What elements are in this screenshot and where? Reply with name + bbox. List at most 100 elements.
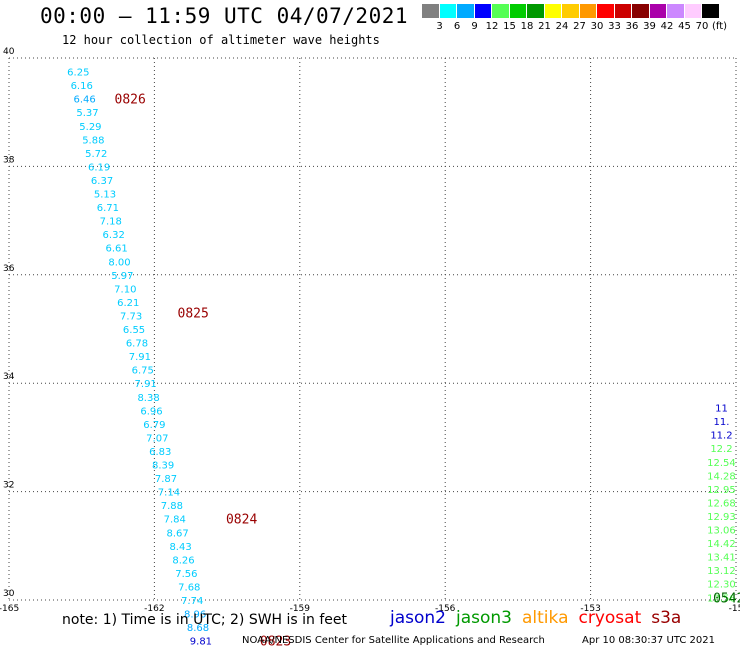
color-scale-label: 21 — [538, 21, 551, 32]
color-swatch — [614, 4, 632, 18]
pass-time-label: 0825 — [178, 307, 209, 322]
data-point-label: 12.2 — [710, 444, 732, 455]
color-scale-swatches — [422, 4, 720, 20]
data-point-label: 9.81 — [190, 637, 212, 648]
color-scale-label: 9 — [471, 21, 478, 32]
x-tick-label: -15 — [729, 604, 740, 614]
data-point-label: 8.43 — [169, 542, 191, 553]
color-swatch — [474, 4, 492, 18]
y-tick-label: 38 — [3, 155, 15, 165]
y-tick-label: 30 — [3, 589, 15, 599]
color-scale-label: 15 — [503, 21, 516, 32]
data-point-label: 12.30 — [707, 580, 736, 591]
data-point-label: 6.55 — [123, 325, 145, 336]
legend-item-altika: altika — [522, 608, 569, 628]
color-swatch — [544, 4, 562, 18]
y-tick-label: 32 — [3, 481, 14, 491]
data-point-label: 8.39 — [152, 461, 174, 472]
data-point-label: 12.95 — [707, 485, 736, 496]
data-point-label: 6.21 — [117, 298, 139, 309]
data-point-label: 5.88 — [82, 135, 104, 146]
pass-time-label: 0824 — [226, 513, 257, 528]
color-scale-label: 39 — [643, 21, 656, 32]
data-point-label: 14.42 — [707, 539, 736, 550]
data-point-label: 13.06 — [707, 526, 736, 537]
data-point-label: 6.96 — [140, 406, 162, 417]
color-swatch — [667, 4, 685, 18]
color-scale-legend: 3 6 9 12 15 18 21 24 27 30 33 36 39 42 45 70 (ft) — [422, 4, 732, 36]
color-swatch — [579, 4, 597, 18]
data-point-label: 6.19 — [88, 162, 110, 173]
data-point-label: 8.38 — [137, 393, 159, 404]
y-tick-label: 34 — [3, 372, 15, 382]
data-point-label: 11.2 — [710, 431, 732, 442]
credit-text: NOAA/NESDIS Center for Satellite Applica… — [242, 635, 545, 646]
generated-timestamp: Apr 10 08:30:37 UTC 2021 — [582, 635, 715, 646]
data-point-label: 11. — [714, 417, 730, 428]
data-point-label: 7.91 — [135, 379, 157, 390]
data-point-label: 6.37 — [91, 176, 113, 187]
data-point-label: 7.84 — [164, 515, 186, 526]
data-point-label: 5.72 — [85, 149, 107, 160]
color-scale-label: 30 — [590, 21, 604, 32]
data-point-label: 6.83 — [149, 447, 171, 458]
chart-title: 00:00 – 11:59 UTC 04/07/2021 — [40, 4, 409, 28]
data-point-label: 7.74 — [181, 596, 203, 607]
data-point-label: 6.16 — [71, 81, 93, 92]
color-swatch — [632, 4, 650, 18]
color-swatch — [684, 4, 702, 18]
color-swatch — [597, 4, 615, 18]
data-point-label: 7.10 — [114, 284, 136, 295]
data-point-label: 7.07 — [146, 433, 168, 444]
data-point-label: 8.96 — [184, 610, 206, 621]
data-point-label: 12.93 — [707, 512, 736, 523]
color-swatch — [562, 4, 580, 18]
data-point-label: 7.56 — [175, 569, 197, 580]
data-point-label: 7.68 — [178, 582, 200, 593]
data-point-label: 7.91 — [129, 352, 151, 363]
legend-item-cryosat: cryosat — [578, 608, 642, 628]
data-point-label: 5.37 — [76, 108, 98, 119]
color-scale-label: 42 — [660, 21, 674, 32]
color-scale-label: 45 — [678, 21, 691, 32]
data-point-label: 12.68 — [707, 498, 736, 509]
data-point-label: 14.28 — [707, 471, 736, 482]
y-tick-label: 36 — [3, 264, 15, 274]
data-point-label: 13.12 — [707, 566, 736, 577]
data-point-label: 5.13 — [94, 190, 116, 201]
data-point-label: 11 — [715, 404, 728, 415]
color-scale-label: 18 — [520, 21, 534, 32]
data-point-label: 6.71 — [97, 203, 119, 214]
data-point-label: 7.14 — [158, 488, 180, 499]
pass-time-label: 0542 — [713, 591, 740, 606]
footer-note: note: 1) Time is in UTC; 2) SWH is in fe… — [62, 612, 348, 628]
color-scale-label: 6 — [453, 21, 461, 32]
data-point-label: 5.29 — [79, 122, 101, 133]
color-scale-label: (ft) — [711, 21, 728, 32]
data-point-label: 6.78 — [126, 339, 148, 350]
legend-item-s3a: s3a — [651, 608, 682, 628]
color-scale-labels: 3 6 9 12 15 18 21 24 27 30 33 36 39 42 45 70 (ft) — [422, 21, 740, 33]
color-swatch — [702, 4, 720, 18]
data-point-label: 7.88 — [161, 501, 183, 512]
data-point-label: 7.87 — [155, 474, 177, 485]
color-swatch — [492, 4, 510, 18]
data-point-label: 8.00 — [108, 257, 130, 268]
data-point-label: 12.56 — [707, 593, 736, 604]
y-tick-label: 40 — [3, 47, 15, 57]
satellite-legend: jason2 jason3 altika cryosat s3a — [390, 608, 691, 628]
color-swatch — [457, 4, 475, 18]
data-point-label: 7.18 — [100, 217, 122, 228]
data-point-label: 5.97 — [111, 271, 133, 282]
color-swatch — [439, 4, 457, 18]
data-point-label: 8.67 — [167, 528, 189, 539]
color-scale-label: 24 — [555, 21, 569, 32]
x-tick-label: -153 — [580, 604, 600, 614]
data-point-label: 6.25 — [67, 68, 89, 79]
color-swatch — [649, 4, 667, 18]
data-point-label: 6.32 — [103, 230, 125, 241]
legend-item-jason2: jason2 — [390, 608, 446, 628]
x-tick-label: -162 — [144, 604, 164, 614]
color-scale-label: 27 — [573, 21, 586, 32]
color-scale-label: 33 — [608, 21, 621, 32]
